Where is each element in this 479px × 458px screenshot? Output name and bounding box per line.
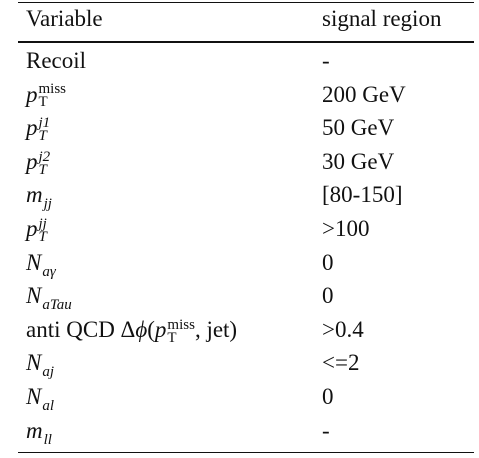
variable-text: N xyxy=(26,283,42,309)
variable-cell: Naj xyxy=(26,346,54,380)
superscript: jj xyxy=(38,215,47,232)
subscript: aγ xyxy=(42,263,56,280)
variable-text: m xyxy=(26,182,43,208)
superscript: j1 xyxy=(38,114,51,131)
value-cell: <=2 xyxy=(322,350,360,376)
script-box: jj T xyxy=(38,215,47,245)
variable-cell: p j2 T xyxy=(26,145,50,179)
subscript: T xyxy=(38,94,48,111)
variable-cell: NaTau xyxy=(26,279,72,313)
superscript: miss xyxy=(38,81,67,98)
value-cell: >0.4 xyxy=(322,316,364,342)
value-cell: 0 xyxy=(322,283,334,309)
variable-text: p xyxy=(26,81,38,107)
value-cell: 30 GeV xyxy=(322,148,395,174)
value-cell: 0 xyxy=(322,384,334,409)
script-box: miss T xyxy=(38,81,67,111)
variable-text: p xyxy=(26,216,38,241)
variable-cell: p jj T xyxy=(26,212,47,246)
variable-cell: Nal xyxy=(26,380,54,414)
subscript: T xyxy=(167,329,177,346)
header-cell: signal region xyxy=(322,6,442,31)
value-cell: - xyxy=(322,48,330,73)
variable-cell: mll xyxy=(26,414,52,448)
superscript: j2 xyxy=(38,148,51,165)
variable-text: Recoil xyxy=(26,48,87,73)
subscript: aj xyxy=(42,364,55,381)
variable-cell: p j1 T xyxy=(26,111,50,145)
variable-text: m xyxy=(26,417,43,443)
header-rule xyxy=(18,41,474,43)
script-box: miss T xyxy=(167,316,195,346)
variable-text: anti QCD Δ xyxy=(26,316,136,342)
subscript: ll xyxy=(43,431,52,448)
value-cell: - xyxy=(322,417,330,443)
variable-text: p xyxy=(26,148,38,174)
subscript: T xyxy=(38,127,47,144)
subscript: aTau xyxy=(42,297,72,314)
variable-cell: Recoil xyxy=(26,44,86,78)
value-cell: 50 GeV xyxy=(322,115,395,141)
variable-text: N xyxy=(26,350,42,376)
value-cell: 200 GeV xyxy=(322,81,406,107)
value-cell: >100 xyxy=(322,216,370,241)
variable-text: p xyxy=(26,115,38,141)
value-cell: 0 xyxy=(322,249,334,275)
variable-text: N xyxy=(26,384,42,409)
script-box: j1 T xyxy=(38,114,51,144)
variable-cell: anti QCD Δϕ(p miss T, jet) xyxy=(26,313,237,347)
subscript: al xyxy=(42,398,55,414)
bottom-rule xyxy=(18,452,474,453)
variable-text: ( xyxy=(147,316,155,342)
subscript: T xyxy=(38,228,47,245)
variable-cell: mjj xyxy=(26,178,52,212)
variable-text: p xyxy=(154,316,167,342)
variable-text: , jet) xyxy=(194,316,238,342)
header-cell: Variable xyxy=(26,6,103,31)
subscript: T xyxy=(38,161,47,178)
variable-cell: p miss T xyxy=(26,78,66,112)
top-rule xyxy=(18,2,474,3)
subscript: jj xyxy=(43,196,52,213)
script-box: j2 T xyxy=(38,148,51,178)
variable-text: N xyxy=(26,249,42,275)
variable-cell: Naγ xyxy=(26,246,56,280)
value-cell: [80-150] xyxy=(322,182,403,208)
superscript: miss xyxy=(167,316,195,333)
variable-text: ϕ xyxy=(135,316,148,342)
